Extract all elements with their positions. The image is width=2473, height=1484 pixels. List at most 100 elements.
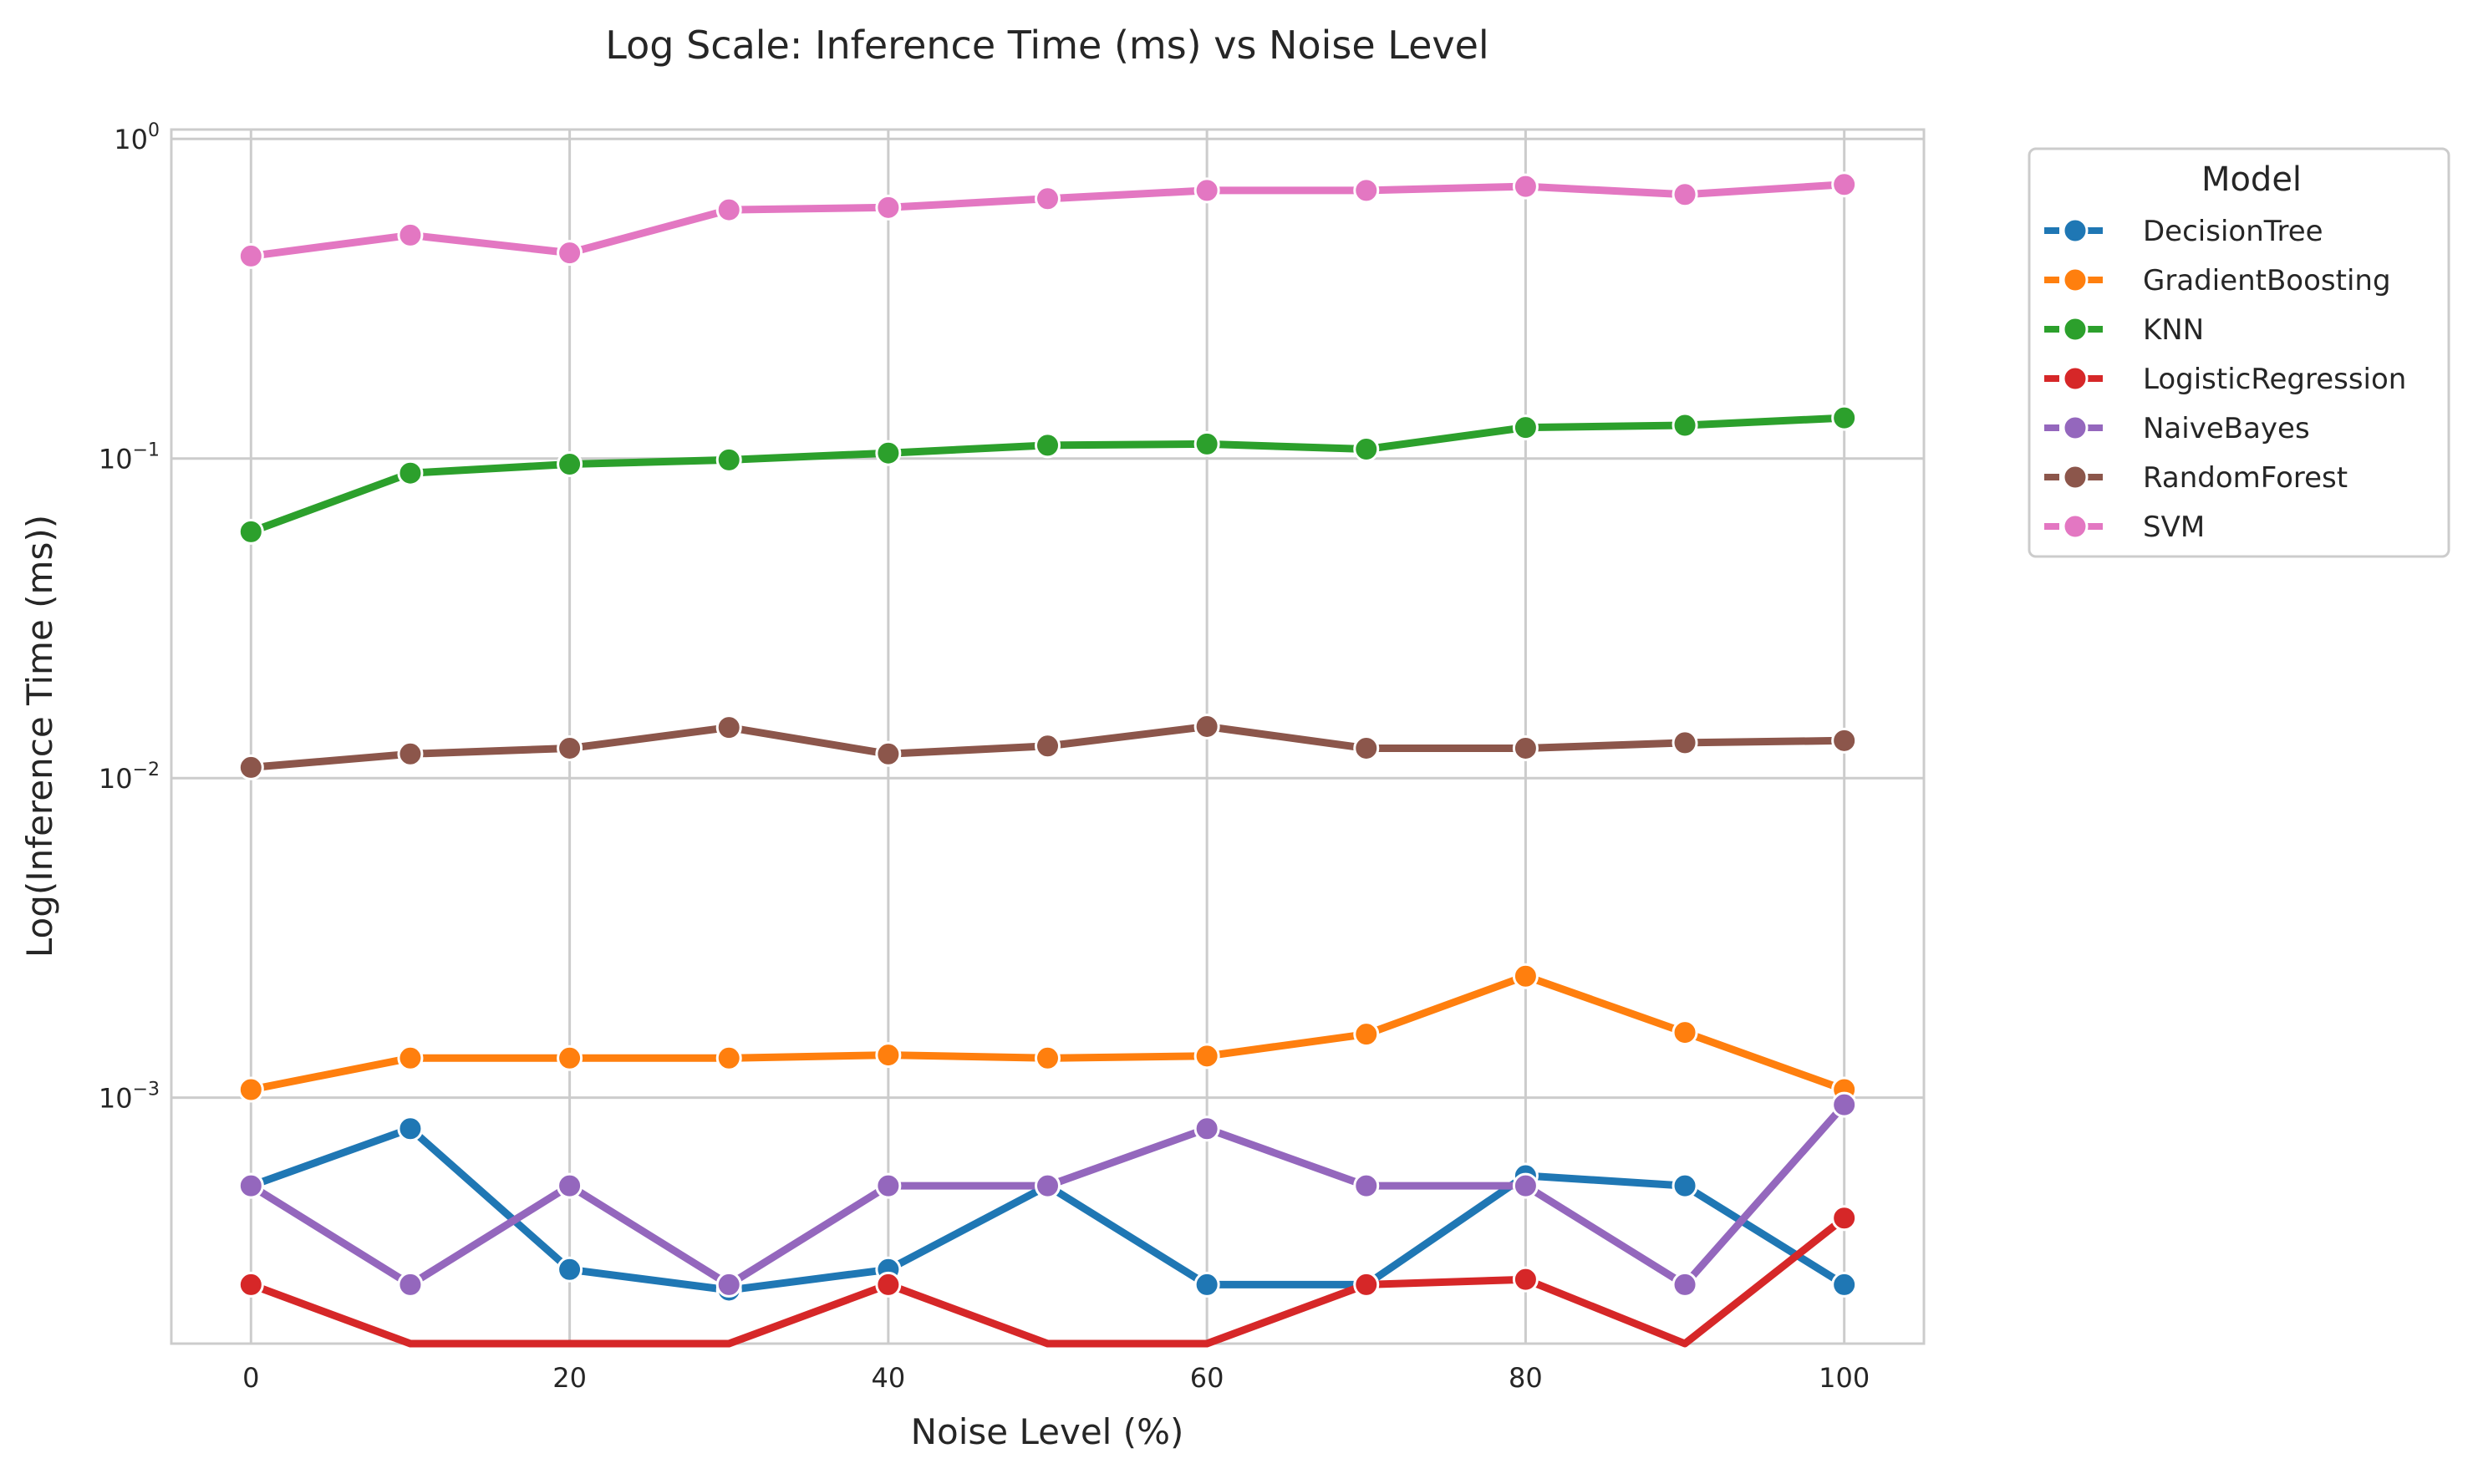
legend-label-svm: SVM [2143, 511, 2205, 544]
data-point-knn [1035, 432, 1061, 459]
y-tick-label: 10−1 [99, 440, 160, 475]
x-tick-label: 80 [1509, 1362, 1543, 1394]
legend-marker-decisiontree [2062, 217, 2089, 244]
data-point-knn [397, 460, 424, 486]
legend-title: Model [2201, 160, 2302, 199]
data-point-svm [1035, 186, 1061, 212]
data-point-logisticregression [875, 1271, 902, 1298]
series-logisticregression [237, 1205, 1858, 1348]
data-point-gradientboosting [715, 1044, 742, 1071]
data-point-knn [875, 440, 902, 466]
data-point-randomforest [1831, 727, 1858, 754]
data-point-naivebayes [557, 1172, 583, 1199]
data-point-gradientboosting [1193, 1043, 1220, 1070]
legend-marker-knn [2062, 316, 2089, 343]
data-point-decisiontree [557, 1256, 583, 1283]
y-tick-label: 10−3 [99, 1080, 160, 1115]
data-point-randomforest [397, 740, 424, 767]
data-point-svm [557, 240, 583, 267]
data-point-randomforest [1672, 729, 1698, 756]
x-tick-label: 60 [1190, 1362, 1224, 1394]
data-point-gradientboosting [1672, 1019, 1698, 1046]
data-point-naivebayes [715, 1271, 742, 1298]
data-point-knn [1672, 412, 1698, 439]
series-randomforest [237, 713, 1858, 780]
data-point-knn [715, 446, 742, 473]
data-point-naivebayes [1831, 1091, 1858, 1118]
data-point-svm [237, 242, 264, 269]
data-point-naivebayes [875, 1172, 902, 1199]
data-point-svm [715, 196, 742, 223]
legend-item-randomforest: RandomForest [2044, 461, 2348, 495]
legend-marker-svm [2062, 513, 2089, 540]
data-point-knn [557, 450, 583, 477]
legend-label-logisticregression: LogisticRegression [2143, 363, 2406, 396]
data-point-randomforest [1512, 734, 1539, 761]
data-point-knn [1193, 430, 1220, 457]
data-point-svm [1193, 177, 1220, 204]
x-tick-label: 100 [1819, 1362, 1870, 1394]
data-point-gradientboosting [397, 1044, 424, 1071]
data-point-svm [1512, 173, 1539, 200]
data-point-naivebayes [1512, 1172, 1539, 1199]
data-point-decisiontree [1193, 1271, 1220, 1298]
data-point-randomforest [237, 754, 264, 780]
data-point-svm [875, 194, 902, 221]
data-point-knn [237, 518, 264, 545]
legend-item-naivebayes: NaiveBayes [2044, 412, 2310, 445]
chart-title: Log Scale: Inference Time (ms) vs Noise … [605, 23, 1488, 68]
legend-item-decisiontree: DecisionTree [2044, 215, 2323, 248]
data-point-gradientboosting [875, 1042, 902, 1069]
x-tick-label: 20 [552, 1362, 587, 1394]
data-point-knn [1353, 435, 1380, 462]
legend-label-naivebayes: NaiveBayes [2143, 412, 2310, 445]
data-point-logisticregression [1831, 1205, 1858, 1232]
tick-labels: 0 20 40 60 80 100 10−3 10−2 10−1 100 [99, 120, 1870, 1394]
data-point-svm [1831, 171, 1858, 198]
data-point-gradientboosting [1353, 1021, 1380, 1048]
data-point-gradientboosting [237, 1076, 264, 1103]
data-point-naivebayes [1193, 1116, 1220, 1142]
series-line-logisticregression [247, 1214, 1849, 1348]
legend-label-decisiontree: DecisionTree [2143, 215, 2323, 248]
data-point-decisiontree [397, 1116, 424, 1142]
data-point-gradientboosting [557, 1044, 583, 1071]
legend-marker-naivebayes [2062, 414, 2089, 441]
x-tick-label: 40 [872, 1362, 906, 1394]
x-axis-label: Noise Level (%) [911, 1411, 1184, 1452]
data-point-randomforest [1353, 734, 1380, 761]
legend-item-logisticregression: LogisticRegression [2044, 363, 2406, 396]
data-point-gradientboosting [1035, 1044, 1061, 1071]
y-axis-label: Log(Inference Time (ms)) [19, 515, 60, 958]
data-point-naivebayes [1672, 1271, 1698, 1298]
data-point-logisticregression [1512, 1266, 1539, 1293]
data-point-decisiontree [1672, 1172, 1698, 1199]
data-point-gradientboosting [1512, 963, 1539, 989]
series-svm [237, 171, 1858, 269]
legend-marker-logisticregression [2062, 365, 2089, 392]
data-point-randomforest [715, 714, 742, 741]
x-tick-label: 0 [242, 1362, 259, 1394]
legend-label-randomforest: RandomForest [2143, 461, 2348, 495]
data-point-naivebayes [237, 1172, 264, 1199]
data-point-svm [1672, 181, 1698, 208]
series-naivebayes [237, 1091, 1858, 1298]
legend: Model DecisionTree GradientBoosting KNN Log… [2028, 147, 2450, 558]
series-knn [237, 404, 1858, 545]
legend-marker-gradientboosting [2062, 267, 2089, 293]
data-point-randomforest [1035, 733, 1061, 760]
legend-label-knn: KNN [2143, 313, 2204, 347]
data-point-knn [1831, 404, 1858, 431]
data-point-naivebayes [1035, 1172, 1061, 1199]
data-point-svm [397, 221, 424, 248]
data-point-logisticregression [237, 1271, 264, 1298]
legend-item-knn: KNN [2044, 313, 2204, 347]
data-point-naivebayes [1353, 1172, 1380, 1199]
data-point-decisiontree [1831, 1271, 1858, 1298]
legend-frame [2028, 147, 2450, 558]
data-point-logisticregression [1353, 1271, 1380, 1298]
data-point-knn [1512, 414, 1539, 441]
data-point-naivebayes [397, 1271, 424, 1298]
